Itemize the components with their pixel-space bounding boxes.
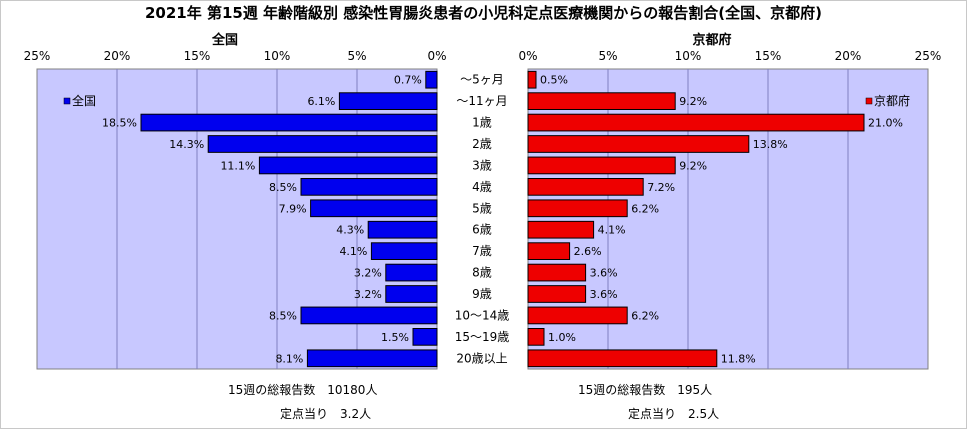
national-tick-label: 20%	[104, 49, 131, 63]
kyoto-data-label: 4.1%	[598, 224, 626, 237]
category-label: 20歳以上	[456, 351, 507, 365]
national-bar	[300, 306, 438, 325]
kyoto-bar	[527, 199, 628, 218]
national-data-label: 4.1%	[339, 245, 367, 258]
kyoto-bar	[527, 70, 537, 89]
national-data-label: 1.5%	[381, 331, 409, 344]
category-label: 1歳	[472, 116, 492, 130]
national-data-label: 3.2%	[354, 288, 382, 301]
category-label: 6歳	[472, 223, 492, 237]
national-bar	[425, 70, 438, 89]
kyoto-data-label: 21.0%	[868, 117, 903, 130]
national-bar	[385, 285, 438, 303]
category-label: ～5ヶ月	[460, 73, 504, 87]
national-data-label: 6.1%	[307, 95, 335, 108]
kyoto-data-label: 6.2%	[631, 202, 659, 215]
kyoto-bar	[527, 285, 587, 303]
kyoto-data-label: 13.8%	[753, 138, 788, 151]
national-data-label: 0.7%	[394, 74, 422, 87]
national-tick-label: 5%	[347, 49, 366, 63]
kyoto-bar	[527, 135, 750, 153]
category-label: 15～19歳	[455, 330, 510, 344]
national-bar	[310, 199, 438, 218]
kyoto-data-label: 0.5%	[540, 74, 568, 87]
national-bar	[338, 92, 438, 110]
kyoto-data-label: 11.8%	[721, 352, 756, 365]
kyoto-panel-title: 京都府	[692, 32, 731, 48]
kyoto-data-label: 7.2%	[647, 181, 675, 194]
national-bar	[306, 349, 438, 368]
national-data-label: 14.3%	[169, 138, 204, 151]
kyoto-data-label: 6.2%	[631, 309, 659, 322]
national-bar	[367, 220, 438, 239]
category-label: 2歳	[472, 137, 492, 151]
chart-title: 2021年 第15週 年齢階級別 感染性胃腸炎患者の小児科定点医療機関からの報告…	[144, 4, 822, 22]
national-tick-label: 10%	[264, 49, 291, 63]
category-label: 10～14歳	[455, 308, 510, 322]
kyoto-data-label: 3.6%	[590, 267, 618, 280]
kyoto-bar	[527, 263, 587, 282]
national-per-sentinel: 定点当り 3.2人	[280, 407, 372, 421]
kyoto-bar	[527, 349, 718, 368]
national-bar	[140, 113, 438, 132]
category-label: 7歳	[472, 244, 492, 258]
kyoto-tick-label: 25%	[915, 49, 942, 63]
kyoto-tick-label: 0%	[518, 49, 537, 63]
kyoto-bar	[527, 328, 545, 346]
kyoto-bar	[527, 306, 628, 325]
national-data-label: 3.2%	[354, 267, 382, 280]
national-legend-swatch	[63, 97, 71, 105]
category-label: 8歳	[472, 266, 492, 280]
national-bar	[370, 242, 438, 261]
kyoto-data-label: 1.0%	[548, 331, 576, 344]
category-label: 5歳	[472, 201, 492, 215]
national-tick-label: 0%	[427, 49, 446, 63]
kyoto-tick-label: 5%	[598, 49, 617, 63]
kyoto-per-sentinel: 定点当り 2.5人	[628, 407, 720, 421]
category-label: 9歳	[472, 287, 492, 301]
national-data-label: 8.5%	[269, 309, 297, 322]
national-bar	[300, 178, 438, 196]
national-total-reports: 15週の総報告数 10180人	[228, 383, 378, 397]
kyoto-tick-label: 10%	[675, 49, 702, 63]
category-label: 3歳	[472, 158, 492, 172]
kyoto-tick-label: 20%	[835, 49, 862, 63]
national-tick-label: 25%	[24, 49, 51, 63]
national-bar	[385, 263, 438, 282]
kyoto-bar	[527, 113, 865, 132]
national-legend-label: 全国	[72, 93, 96, 108]
national-data-label: 11.1%	[220, 159, 255, 172]
category-label: 4歳	[472, 180, 492, 194]
kyoto-total-reports: 15週の総報告数 195人	[578, 383, 713, 397]
kyoto-legend-swatch	[865, 97, 873, 105]
kyoto-bar	[527, 92, 676, 110]
national-bar	[258, 156, 438, 175]
kyoto-bar	[527, 220, 595, 239]
kyoto-data-label: 9.2%	[679, 95, 707, 108]
national-tick-label: 15%	[184, 49, 211, 63]
kyoto-bar	[527, 178, 644, 196]
national-data-label: 8.5%	[269, 181, 297, 194]
national-data-label: 7.9%	[279, 202, 307, 215]
national-data-label: 8.1%	[275, 352, 303, 365]
kyoto-data-label: 3.6%	[590, 288, 618, 301]
national-data-label: 18.5%	[102, 117, 137, 130]
national-bar	[207, 135, 438, 153]
kyoto-legend-label: 京都府	[874, 93, 910, 108]
kyoto-bar	[527, 156, 676, 175]
kyoto-tick-label: 15%	[755, 49, 782, 63]
kyoto-bar	[527, 242, 571, 261]
category-label: ～11ヶ月	[456, 94, 507, 108]
national-panel-title: 全国	[211, 32, 238, 48]
kyoto-data-label: 2.6%	[574, 245, 602, 258]
national-data-label: 4.3%	[336, 224, 364, 237]
kyoto-data-label: 9.2%	[679, 159, 707, 172]
national-bar	[412, 328, 438, 346]
